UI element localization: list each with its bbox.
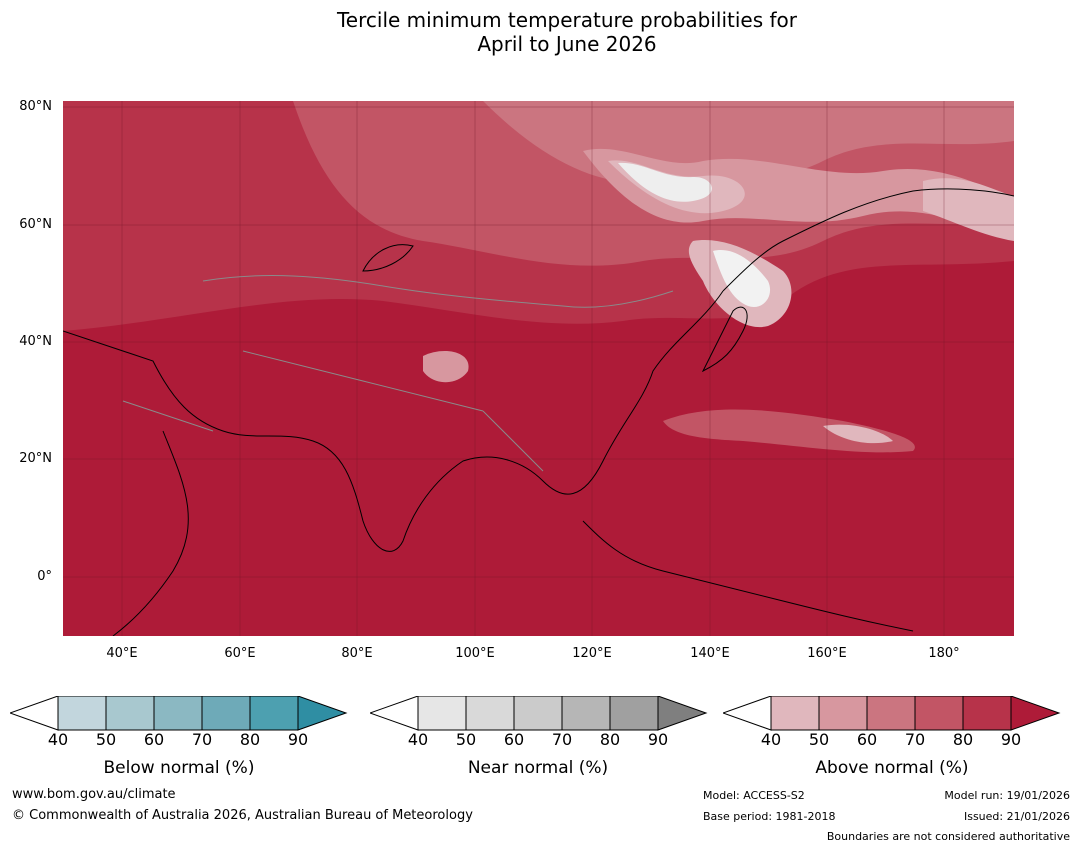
footer-model: Model: ACCESS-S2: [703, 789, 805, 802]
lon-label-140e: 140°E: [690, 646, 730, 661]
lon-label-120e: 120°E: [572, 646, 612, 661]
colorbar-below-swatch-min: [10, 696, 59, 731]
colorbar-above-swatch-70-80: [914, 696, 964, 731]
colorbar-below-swatch-80-90: [249, 696, 299, 731]
colorbar-below-swatch-40-50: [57, 696, 107, 731]
lon-label-60e: 60°E: [224, 646, 256, 661]
colorbar-near-swatch-80-90: [609, 696, 659, 731]
prob-region-45-50-c: [423, 351, 469, 383]
colorbar-above-swatch-max: [1010, 696, 1061, 731]
footer-url[interactable]: www.bom.gov.au/climate: [12, 787, 176, 802]
colorbar-below-normal: [10, 696, 348, 731]
lat-label-40n: 40°N: [19, 334, 52, 349]
graticule: [63, 101, 1014, 636]
lon-label-100e: 100°E: [455, 646, 495, 661]
lon-label-180: 180°: [928, 646, 960, 661]
colorbar-below-swatch-50-60: [105, 696, 155, 731]
colorbar-above-swatch-min: [723, 696, 772, 731]
footer-copyright: © Commonwealth of Australia 2026, Austra…: [12, 808, 473, 823]
colorbar-near-swatch-40-50: [417, 696, 467, 731]
colorbar-above-tick: 80: [952, 730, 974, 749]
colorbar-below-tick: 70: [191, 730, 213, 749]
colorbar-near-tick: 70: [551, 730, 573, 749]
colorbar-near-tick: 50: [455, 730, 477, 749]
colorbar-above-swatch-80-90: [962, 696, 1012, 731]
colorbar-above-tick: 50: [808, 730, 830, 749]
footer-base-period: Base period: 1981-2018: [703, 810, 836, 823]
prob-region-60-70-c: [663, 409, 915, 453]
colorbar-above-tick: 90: [1000, 730, 1022, 749]
colorbar-below-tick: 40: [47, 730, 69, 749]
prob-region-below-40-b: [713, 250, 771, 307]
map-title: Tercile minimum temperature probabilitie…: [0, 8, 1081, 56]
lat-label-80n: 80°N: [19, 99, 52, 114]
colorbar-below-tick: 80: [239, 730, 261, 749]
colorbar-above-swatch-50-60: [818, 696, 868, 731]
colorbar-near-normal: [370, 696, 708, 731]
colorbar-near-tick: 90: [647, 730, 669, 749]
colorbar-above-swatch-60-70: [866, 696, 916, 731]
lat-label-0: 0°: [37, 569, 52, 584]
colorbar-above-tick: 40: [760, 730, 782, 749]
colorbar-below-label: Below normal (%): [103, 758, 255, 778]
colorbar-near-tick: 80: [599, 730, 621, 749]
prob-region-below-40-a: [618, 162, 712, 202]
footer-issued: Issued: 21/01/2026: [963, 810, 1070, 823]
colorbar-below-tick: 90: [287, 730, 309, 749]
colorbar-above-tick: 70: [904, 730, 926, 749]
prob-region-40-45-d: [823, 424, 893, 444]
country-borders: [122, 275, 674, 472]
lon-label-80e: 80°E: [341, 646, 373, 661]
colorbar-near-swatch-60-70: [513, 696, 563, 731]
colorbar-above-normal: [723, 696, 1061, 731]
lon-label-160e: 160°E: [807, 646, 847, 661]
prob-region-45-50: [583, 148, 1014, 236]
probability-map: [63, 101, 1014, 636]
map-title-line1: Tercile minimum temperature probabilitie…: [336, 8, 798, 32]
lon-label-40e: 40°E: [106, 646, 138, 661]
colorbar-below-tick: 60: [143, 730, 165, 749]
footer-disclaimer: Boundaries are not considered authoritat…: [826, 830, 1070, 843]
colorbar-below-tick: 50: [95, 730, 117, 749]
colorbar-above-swatch-40-50: [770, 696, 820, 731]
lat-label-60n: 60°N: [19, 217, 52, 232]
map-title-line2: April to June 2026: [477, 32, 657, 56]
footer-model-run: Model run: 19/01/2026: [944, 789, 1070, 802]
colorbar-near-swatch-max: [657, 696, 708, 731]
prob-region-40-45-c: [923, 178, 1014, 241]
colorbar-near-tick: 40: [407, 730, 429, 749]
colorbar-near-swatch-70-80: [561, 696, 611, 731]
colorbar-near-tick: 60: [503, 730, 525, 749]
colorbar-near-label: Near normal (%): [467, 758, 609, 778]
map-canvas: [63, 101, 1014, 636]
colorbar-below-swatch-max: [297, 696, 348, 731]
colorbar-above-tick: 60: [856, 730, 878, 749]
colorbar-below-swatch-70-80: [201, 696, 251, 731]
colorbar-above-label: Above normal (%): [815, 758, 969, 778]
colorbar-near-swatch-50-60: [465, 696, 515, 731]
colorbar-below-swatch-60-70: [153, 696, 203, 731]
coastlines: [63, 188, 1014, 636]
colorbar-near-swatch-min: [370, 696, 419, 731]
lat-label-20n: 20°N: [19, 451, 52, 466]
